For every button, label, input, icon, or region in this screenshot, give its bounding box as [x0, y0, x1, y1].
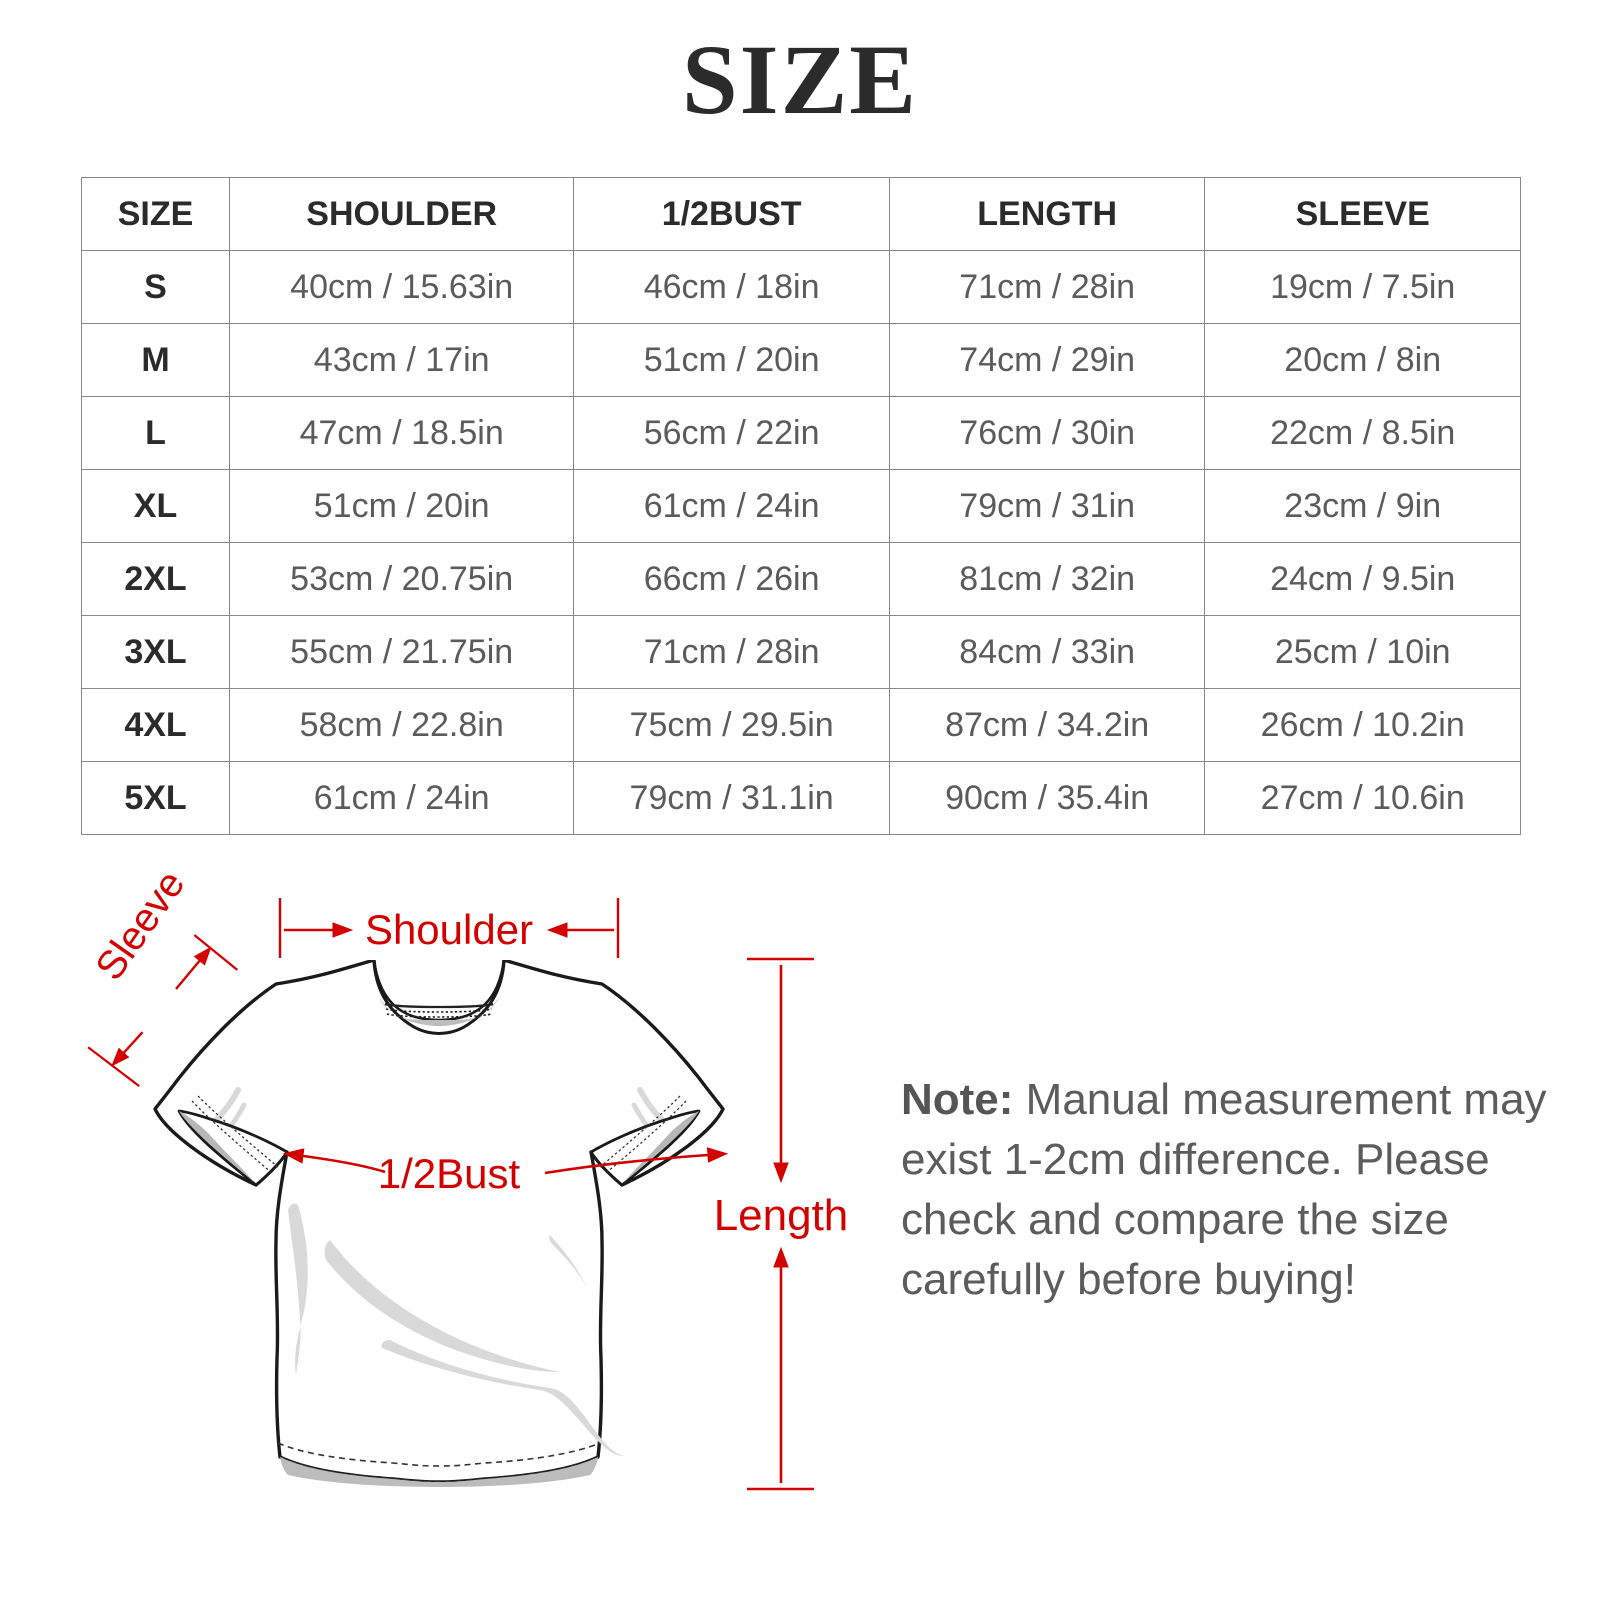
- svg-text:Length: Length: [714, 1191, 849, 1240]
- svg-text:Shoulder: Shoulder: [365, 906, 533, 953]
